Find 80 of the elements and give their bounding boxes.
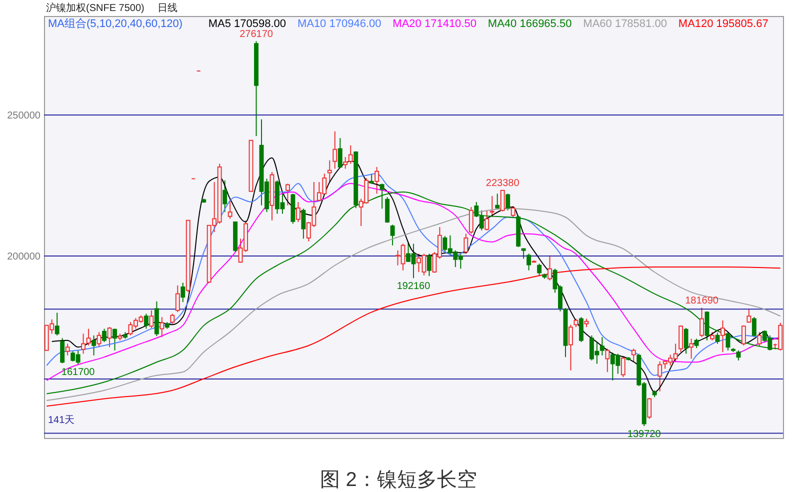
candlestick <box>180 282 186 303</box>
text: MA5 170598.00 <box>208 18 286 30</box>
candlestick <box>327 160 332 183</box>
candlestick <box>689 338 694 360</box>
candlestick <box>81 333 86 354</box>
candlestick <box>506 193 510 211</box>
candlestick <box>285 183 290 206</box>
candlestick <box>374 166 380 194</box>
candlestick <box>86 328 91 346</box>
candlestick <box>678 324 684 353</box>
candlestick <box>578 316 584 343</box>
candlestick <box>484 210 490 231</box>
legend-title: MA组合(5,10,20,40,60,120) <box>48 17 183 30</box>
candlestick <box>107 326 112 348</box>
y-tick-label: 250000 <box>7 110 41 122</box>
candlestick <box>521 248 526 260</box>
candlestick <box>464 233 468 254</box>
candlestick <box>700 307 704 338</box>
candlestick <box>222 180 228 213</box>
candlestick <box>620 356 626 378</box>
candlestick <box>720 320 725 353</box>
annotation: 276170 <box>240 29 274 40</box>
text: MA60 178581.00 <box>583 18 667 30</box>
text: MA40 166965.50 <box>488 18 572 30</box>
candlestick <box>149 310 154 329</box>
chart-subtitle: 日线 <box>158 2 178 14</box>
candlestick <box>102 328 107 343</box>
candlestick <box>385 196 390 224</box>
text: MA10 170946.00 <box>297 18 382 30</box>
caption: 图 2：镍短多长空 <box>320 469 477 491</box>
chart-title: 沪镍加权(SNFE 7500) <box>46 2 144 14</box>
candlestick <box>510 206 516 218</box>
candlestick <box>704 310 710 341</box>
candlestick <box>694 338 699 349</box>
candlestick <box>92 334 96 356</box>
candlestick <box>60 338 65 364</box>
candlestick <box>54 312 60 336</box>
candlestick <box>495 193 500 210</box>
candlestick <box>631 348 636 363</box>
candlestick <box>170 313 175 324</box>
candlestick <box>746 308 752 324</box>
candlestick <box>96 332 102 348</box>
candlestick <box>228 198 232 220</box>
candlestick <box>548 254 552 281</box>
candlestick <box>332 130 338 170</box>
annotation: 161700 <box>61 367 96 378</box>
candlestick <box>390 224 395 246</box>
candlestick <box>752 316 756 338</box>
candlestick <box>426 253 432 277</box>
candlestick <box>144 313 148 330</box>
candlestick <box>500 190 505 212</box>
candlestick <box>757 332 762 347</box>
candlestick <box>112 328 117 351</box>
candlestick <box>65 343 70 356</box>
text: MA20 171410.50 <box>392 18 476 30</box>
candlestick <box>647 398 652 420</box>
candlestick <box>684 328 688 354</box>
candlestick <box>568 324 573 371</box>
annotation: 141天 <box>48 415 75 426</box>
candlestick <box>605 348 610 373</box>
candlestick <box>301 208 306 240</box>
candlestick <box>736 350 741 361</box>
candlestick <box>715 332 720 344</box>
line-series <box>46 266 781 407</box>
y-tick-label: 200000 <box>7 252 41 263</box>
candlestick <box>600 336 604 356</box>
candlestick <box>490 196 494 218</box>
candlestick <box>296 202 300 223</box>
text: MA120 195805.67 <box>678 18 768 30</box>
candlestick <box>537 263 542 276</box>
candlestick <box>726 332 730 351</box>
annotation: 192160 <box>396 281 431 292</box>
candlestick <box>526 253 532 271</box>
candlestick <box>741 324 746 346</box>
candlestick <box>338 138 342 169</box>
candlestick <box>160 316 164 338</box>
candlestick <box>468 206 474 234</box>
annotation: 181690 <box>685 296 719 307</box>
candlestick <box>175 284 180 313</box>
annotation: 223380 <box>486 178 520 190</box>
